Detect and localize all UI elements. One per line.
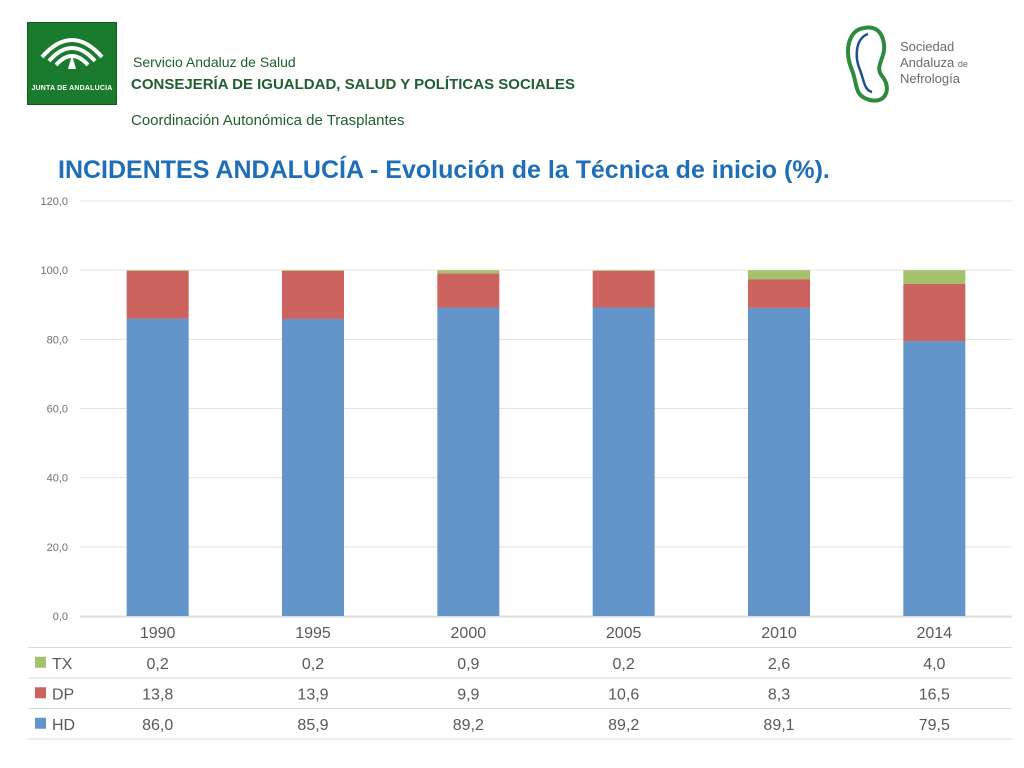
legend-swatch-hd (35, 717, 46, 729)
legend-swatch-dp (35, 687, 46, 699)
table-value-hd: 85,9 (297, 717, 328, 734)
table-value-dp: 16,5 (919, 686, 950, 703)
bar-tx-2000 (437, 270, 500, 274)
bar-tx-2014 (903, 270, 966, 284)
bar-dp-2010 (748, 279, 810, 308)
bar-tx-1990 (126, 270, 189, 271)
table-value-hd: 86,0 (142, 717, 173, 734)
bar-dp-2014 (903, 284, 966, 342)
table-value-tx: 0,2 (613, 656, 635, 673)
legend-label-tx: TX (52, 656, 73, 673)
junta-de-andalucia-logo: JUNTA DE ANDALUCIA (27, 22, 117, 105)
table-value-dp: 9,9 (457, 686, 479, 703)
junta-arches-icon (40, 38, 104, 69)
sociedad-andaluza-nefrologia-logo: Sociedad Andaluza de Nefrología (842, 22, 1002, 106)
table-value-tx: 2,6 (768, 656, 790, 673)
bar-hd-2000 (437, 307, 500, 616)
society-line1: Sociedad (900, 39, 955, 54)
y-tick-label: 0,0 (53, 611, 68, 623)
table-value-dp: 10,6 (608, 686, 639, 703)
society-line2-row: Andaluza de (900, 56, 968, 71)
bar-hd-2010 (748, 307, 810, 616)
society-line2: Andaluza (900, 55, 955, 70)
table-value-hd: 79,5 (919, 717, 950, 734)
table-value-hd: 89,2 (608, 717, 639, 734)
bar-hd-2005 (592, 307, 655, 616)
kidney-icon (846, 25, 889, 103)
ministry-name: CONSEJERÍA DE IGUALDAD, SALUD Y POLÍTICA… (131, 76, 575, 93)
bar-dp-2000 (437, 273, 500, 308)
legend-swatch-tx (35, 656, 46, 668)
y-tick-label: 20,0 (47, 542, 68, 554)
table-value-tx: 0,2 (302, 656, 324, 673)
table-value-dp: 13,8 (142, 686, 173, 703)
table-value-tx: 0,2 (147, 656, 169, 673)
x-category-label: 2005 (606, 625, 642, 642)
table-value-dp: 13,9 (297, 686, 328, 703)
x-category-label: 1990 (140, 625, 176, 642)
table-value-dp: 8,3 (768, 686, 790, 703)
bar-tx-2005 (592, 270, 655, 271)
y-tick-label: 80,0 (47, 334, 68, 346)
table-value-hd: 89,1 (763, 717, 794, 734)
bar-dp-1990 (126, 270, 189, 319)
coordination-name: Coordinación Autonómica de Trasplantes (131, 112, 405, 129)
x-category-label: 2014 (917, 625, 953, 642)
service-name: Servicio Andaluz de Salud (133, 54, 296, 70)
bar-hd-1995 (282, 318, 344, 616)
y-tick-label: 100,0 (40, 265, 68, 277)
bar-dp-1995 (282, 270, 344, 319)
x-category-label: 2000 (451, 625, 487, 642)
bar-tx-1995 (282, 270, 344, 271)
table-value-tx: 0,9 (457, 656, 479, 673)
junta-logo-text: JUNTA DE ANDALUCIA (31, 85, 113, 92)
y-tick-label: 120,0 (40, 196, 68, 208)
bar-dp-2005 (592, 270, 655, 308)
page-header: JUNTA DE ANDALUCIA Servicio Andaluz de S… (0, 0, 1024, 150)
x-category-label: 1995 (295, 625, 331, 642)
society-line3: Nefrología (900, 71, 960, 86)
bar-hd-2014 (903, 341, 966, 616)
y-tick-label: 60,0 (47, 404, 68, 416)
y-tick-label: 40,0 (47, 473, 68, 485)
chart-title: INCIDENTES ANDALUCÍA - Evolución de la T… (58, 156, 830, 184)
society-de: de (957, 59, 968, 69)
table-value-tx: 4,0 (923, 656, 945, 673)
legend-label-hd: HD (52, 717, 75, 734)
table-value-hd: 89,2 (453, 717, 484, 734)
legend-label-dp: DP (52, 686, 74, 703)
x-category-label: 2010 (761, 625, 797, 642)
bar-hd-1990 (126, 318, 189, 616)
bar-tx-2010 (748, 270, 810, 280)
